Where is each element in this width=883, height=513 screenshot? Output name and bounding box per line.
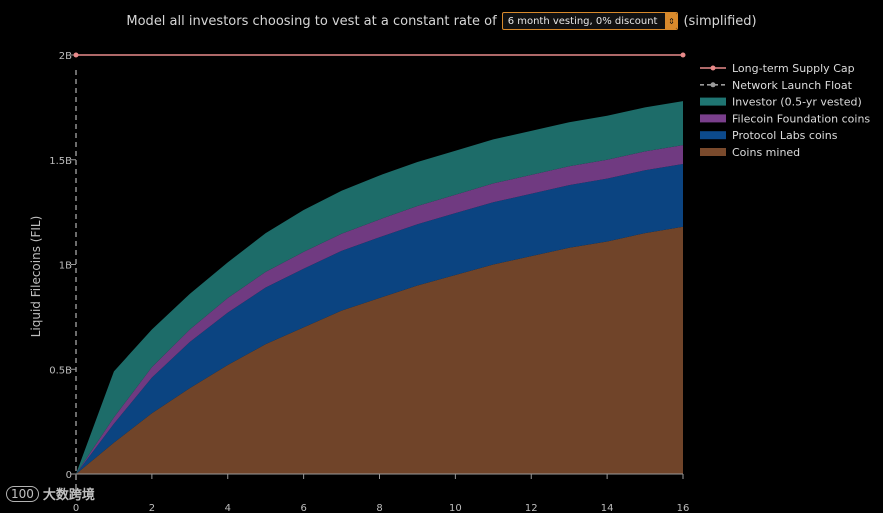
legend-swatch: [700, 148, 726, 156]
y-tick-label: 0: [66, 470, 72, 481]
x-tick-label: 4: [225, 503, 231, 513]
y-tick-label: 1.5B: [49, 156, 72, 167]
area-investor-0-5-yr-vested: [76, 101, 683, 474]
y-tick-label: 1B: [59, 261, 72, 272]
line-marker: [680, 52, 686, 58]
x-tick-label: 14: [601, 503, 614, 513]
legend-marker: [710, 82, 716, 88]
header-prefix: Model all investors choosing to vest at …: [126, 13, 497, 29]
x-tick-label: 8: [376, 503, 382, 513]
legend-marker: [710, 65, 716, 71]
y-axis-label: Liquid Filecoins (FIL): [29, 216, 43, 338]
watermark-text: 大数跨境: [42, 488, 95, 503]
legend-item-investor-0-5-yr-vested[interactable]: Investor (0.5-yr vested): [700, 96, 862, 109]
y-tick-label: 2B: [59, 51, 72, 62]
legend-swatch: [700, 114, 726, 123]
legend-swatch: [700, 131, 726, 140]
watermark-logo: 100: [6, 485, 39, 502]
legend-label: Investor (0.5-yr vested): [732, 96, 862, 109]
chart-legend: Long-term Supply Cap Network Launch Float…: [700, 62, 870, 159]
legend-item-protocol-labs-coins[interactable]: Protocol Labs coins: [700, 129, 838, 142]
watermark: 100 大数跨境: [6, 484, 95, 503]
x-tick-label: 6: [300, 503, 306, 513]
legend-item-coins-mined[interactable]: Coins mined: [700, 146, 800, 159]
chart-areas: [76, 101, 683, 474]
legend-label: Network Launch Float: [732, 79, 853, 92]
y-tick-label: 0.5B: [49, 365, 72, 376]
area-coins-mined: [76, 226, 683, 474]
legend-label: Protocol Labs coins: [732, 129, 838, 142]
x-tick-label: 10: [449, 503, 462, 513]
x-tick-label: 16: [677, 503, 690, 513]
chart-header: Model all investors choosing to vest at …: [0, 10, 883, 32]
chart-reference-lines: [73, 52, 686, 494]
header-suffix: (simplified): [683, 13, 757, 29]
x-tick-label: 0: [73, 503, 79, 513]
legend-label: Coins mined: [732, 146, 800, 159]
x-tick-label: 12: [525, 503, 538, 513]
legend-label: Long-term Supply Cap: [732, 62, 855, 75]
vesting-select-value: 6 month vesting, 0% discount: [507, 15, 658, 27]
line-marker: [73, 52, 79, 58]
x-tick-label: 2: [149, 503, 155, 513]
legend-item-filecoin-foundation-coins[interactable]: Filecoin Foundation coins: [700, 112, 870, 125]
chevron-updown-icon: ⇕: [665, 13, 678, 29]
legend-item-long-term-supply-cap[interactable]: Long-term Supply Cap: [700, 62, 855, 75]
area-protocol-labs-coins: [76, 163, 683, 474]
legend-label: Filecoin Foundation coins: [732, 112, 870, 125]
legend-item-network-launch-float[interactable]: Network Launch Float: [700, 79, 853, 92]
vesting-select[interactable]: 6 month vesting, 0% discount ⇕: [501, 12, 679, 30]
legend-swatch: [700, 97, 726, 106]
